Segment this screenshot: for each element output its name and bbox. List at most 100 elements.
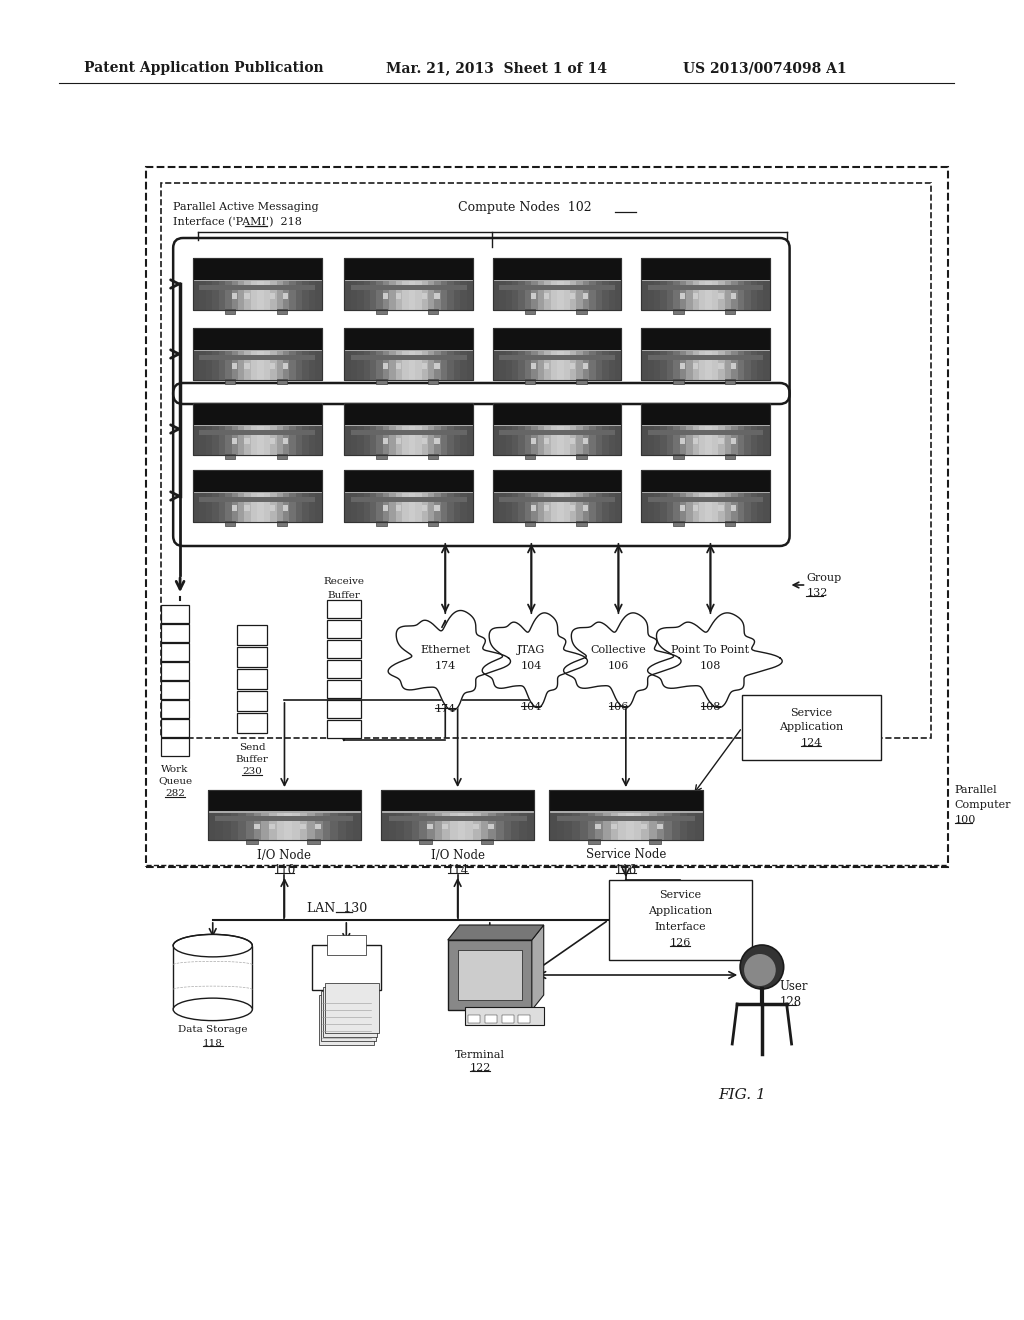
Bar bbox=[570, 363, 575, 368]
Bar bbox=[506, 351, 513, 380]
Polygon shape bbox=[563, 612, 681, 708]
Bar bbox=[245, 293, 250, 298]
Bar bbox=[206, 494, 213, 521]
Bar bbox=[564, 813, 572, 840]
Bar bbox=[557, 363, 562, 368]
Bar bbox=[409, 293, 414, 298]
Bar bbox=[238, 713, 267, 733]
Bar bbox=[219, 494, 225, 521]
Bar bbox=[751, 426, 758, 455]
Bar bbox=[344, 327, 473, 380]
Bar bbox=[415, 281, 422, 310]
Bar bbox=[344, 470, 473, 521]
Bar bbox=[641, 351, 648, 380]
Bar bbox=[212, 494, 219, 521]
Bar bbox=[225, 379, 236, 384]
Bar bbox=[531, 363, 537, 368]
Bar bbox=[737, 281, 744, 310]
Bar bbox=[254, 824, 260, 829]
Text: I/O Node: I/O Node bbox=[257, 849, 311, 862]
Bar bbox=[264, 281, 270, 310]
Bar bbox=[440, 281, 447, 310]
Bar bbox=[238, 281, 245, 310]
Bar bbox=[215, 816, 353, 821]
Bar bbox=[450, 813, 458, 840]
Text: 282: 282 bbox=[165, 789, 185, 799]
Text: Buffer: Buffer bbox=[328, 590, 360, 599]
Bar bbox=[162, 643, 189, 661]
Bar bbox=[327, 719, 361, 738]
Bar bbox=[396, 351, 402, 380]
Text: 106: 106 bbox=[607, 702, 629, 711]
Bar bbox=[499, 285, 615, 290]
Bar bbox=[225, 521, 236, 525]
Bar bbox=[512, 351, 519, 380]
Bar bbox=[742, 696, 881, 760]
Bar bbox=[744, 351, 751, 380]
Bar bbox=[737, 426, 744, 455]
Bar bbox=[674, 351, 680, 380]
Bar bbox=[193, 351, 200, 380]
Bar bbox=[699, 494, 706, 521]
Bar bbox=[422, 363, 427, 368]
Bar bbox=[290, 426, 296, 455]
Bar bbox=[499, 351, 506, 380]
Bar bbox=[493, 257, 622, 280]
Polygon shape bbox=[531, 925, 544, 1010]
Bar bbox=[665, 813, 673, 840]
Bar bbox=[757, 351, 764, 380]
Bar bbox=[692, 426, 699, 455]
Bar bbox=[238, 351, 245, 380]
Bar bbox=[215, 813, 223, 840]
Bar bbox=[674, 426, 680, 455]
Bar bbox=[712, 494, 719, 521]
Text: Compute Nodes  102: Compute Nodes 102 bbox=[458, 201, 591, 214]
Bar bbox=[751, 281, 758, 310]
Bar bbox=[763, 351, 770, 380]
Bar bbox=[731, 363, 736, 368]
Bar bbox=[238, 494, 245, 521]
Bar bbox=[615, 426, 622, 455]
Bar bbox=[296, 426, 303, 455]
Bar bbox=[641, 426, 648, 455]
Bar bbox=[257, 506, 262, 511]
Bar bbox=[383, 426, 390, 455]
Bar bbox=[488, 813, 497, 840]
Bar bbox=[641, 403, 770, 455]
Bar bbox=[344, 327, 473, 380]
Circle shape bbox=[744, 954, 776, 986]
Bar bbox=[193, 470, 322, 492]
Bar bbox=[719, 506, 724, 511]
Bar bbox=[583, 438, 588, 444]
Bar bbox=[719, 293, 724, 298]
Bar bbox=[719, 426, 725, 455]
Bar bbox=[551, 426, 558, 455]
Bar bbox=[667, 426, 674, 455]
Text: Terminal: Terminal bbox=[455, 1049, 505, 1060]
Bar bbox=[219, 281, 225, 310]
Bar bbox=[206, 281, 213, 310]
Bar bbox=[219, 426, 225, 455]
Bar bbox=[327, 640, 361, 657]
Bar bbox=[480, 840, 493, 843]
Bar bbox=[706, 281, 713, 310]
Text: Patent Application Publication: Patent Application Publication bbox=[84, 61, 324, 75]
Bar bbox=[442, 813, 451, 840]
Bar bbox=[473, 824, 479, 829]
Bar bbox=[493, 470, 622, 492]
Bar bbox=[518, 494, 525, 521]
Bar bbox=[200, 351, 206, 380]
Bar bbox=[283, 494, 290, 521]
Bar bbox=[285, 813, 293, 840]
Bar bbox=[396, 281, 402, 310]
Bar bbox=[415, 426, 422, 455]
Bar bbox=[193, 403, 322, 455]
Bar bbox=[377, 454, 387, 459]
Bar bbox=[173, 945, 252, 1010]
Bar bbox=[162, 605, 189, 623]
Bar bbox=[290, 351, 296, 380]
Bar bbox=[551, 494, 558, 521]
Bar bbox=[200, 355, 315, 360]
Ellipse shape bbox=[173, 998, 252, 1020]
Bar bbox=[518, 281, 525, 310]
